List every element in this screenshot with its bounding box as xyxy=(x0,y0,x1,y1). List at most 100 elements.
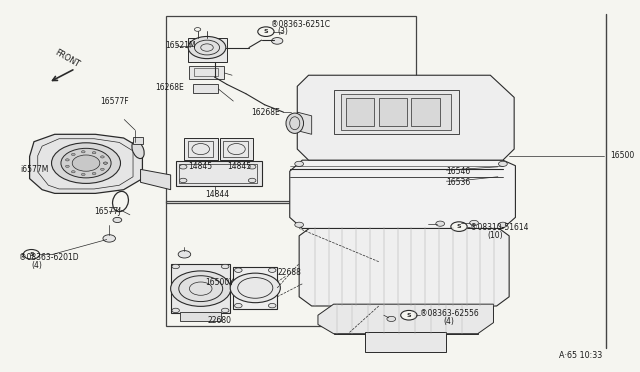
Polygon shape xyxy=(234,267,277,309)
Bar xyxy=(166,201,379,326)
Polygon shape xyxy=(193,84,218,93)
Text: 14844: 14844 xyxy=(205,190,230,199)
Circle shape xyxy=(100,156,104,158)
Circle shape xyxy=(436,221,445,226)
Circle shape xyxy=(171,271,231,307)
Polygon shape xyxy=(318,304,493,334)
Polygon shape xyxy=(333,304,478,334)
Circle shape xyxy=(92,151,96,154)
Circle shape xyxy=(92,172,96,174)
Circle shape xyxy=(221,264,229,269)
Circle shape xyxy=(72,155,100,171)
Circle shape xyxy=(188,36,226,59)
Circle shape xyxy=(65,165,69,167)
Circle shape xyxy=(295,161,303,166)
Polygon shape xyxy=(365,332,447,352)
Circle shape xyxy=(470,220,479,225)
Circle shape xyxy=(295,222,303,227)
Polygon shape xyxy=(175,161,262,186)
Bar xyxy=(379,98,407,126)
Circle shape xyxy=(81,173,85,176)
Text: S: S xyxy=(264,29,268,34)
Text: S: S xyxy=(29,252,34,257)
Circle shape xyxy=(104,162,108,164)
Text: ®08363-6201D: ®08363-6201D xyxy=(19,253,79,263)
Circle shape xyxy=(401,310,417,320)
Text: 16268E: 16268E xyxy=(251,108,280,118)
Circle shape xyxy=(179,178,187,183)
Bar xyxy=(188,141,213,157)
Polygon shape xyxy=(290,160,515,228)
Text: 16268E: 16268E xyxy=(156,83,184,92)
Text: FRONT: FRONT xyxy=(52,48,81,69)
Text: (10): (10) xyxy=(487,231,503,240)
Circle shape xyxy=(172,308,179,312)
Polygon shape xyxy=(184,138,218,160)
Text: 16500Y: 16500Y xyxy=(205,278,234,287)
Circle shape xyxy=(61,148,111,178)
Polygon shape xyxy=(299,227,509,306)
Text: S: S xyxy=(406,313,411,318)
Text: (4): (4) xyxy=(444,317,454,326)
Polygon shape xyxy=(141,169,171,190)
Circle shape xyxy=(179,164,187,169)
Bar xyxy=(346,98,374,126)
Text: ®08363-62556: ®08363-62556 xyxy=(420,309,479,318)
Circle shape xyxy=(72,153,75,155)
Text: 16546: 16546 xyxy=(447,167,470,176)
Circle shape xyxy=(235,304,242,308)
Polygon shape xyxy=(180,312,221,321)
Circle shape xyxy=(230,273,280,303)
Bar xyxy=(223,141,248,157)
Text: A·65 10:33: A·65 10:33 xyxy=(559,351,602,360)
Circle shape xyxy=(72,171,75,173)
Polygon shape xyxy=(189,66,224,79)
Text: i6577M: i6577M xyxy=(20,165,49,174)
Circle shape xyxy=(258,27,274,36)
Text: 16500: 16500 xyxy=(611,151,635,160)
Circle shape xyxy=(235,268,242,272)
Text: 22688: 22688 xyxy=(277,268,301,277)
Circle shape xyxy=(103,235,115,242)
Circle shape xyxy=(387,316,396,321)
Text: S: S xyxy=(457,224,461,229)
Circle shape xyxy=(221,308,229,312)
Circle shape xyxy=(65,159,69,161)
Text: (3): (3) xyxy=(277,27,288,36)
Bar xyxy=(195,68,218,76)
Circle shape xyxy=(52,143,120,183)
Polygon shape xyxy=(220,138,253,160)
Text: 22680: 22680 xyxy=(207,316,232,325)
Text: 16577F: 16577F xyxy=(100,97,129,106)
Bar xyxy=(133,137,143,144)
Ellipse shape xyxy=(286,113,303,134)
Polygon shape xyxy=(297,75,514,160)
Text: 16536: 16536 xyxy=(447,178,470,187)
Circle shape xyxy=(23,250,40,259)
Bar xyxy=(333,90,459,134)
Circle shape xyxy=(81,151,85,153)
Circle shape xyxy=(172,264,179,269)
Text: 14845: 14845 xyxy=(228,161,252,170)
Circle shape xyxy=(268,268,276,272)
Bar xyxy=(412,98,440,126)
Polygon shape xyxy=(297,112,312,134)
Polygon shape xyxy=(171,263,230,313)
Circle shape xyxy=(178,251,191,258)
Ellipse shape xyxy=(132,141,144,158)
Bar xyxy=(341,94,451,130)
Circle shape xyxy=(100,168,104,170)
Polygon shape xyxy=(188,38,227,62)
Text: ®08310-51614: ®08310-51614 xyxy=(470,223,529,232)
Circle shape xyxy=(268,304,276,308)
Bar xyxy=(179,164,257,183)
Bar xyxy=(166,16,417,203)
Circle shape xyxy=(248,164,256,169)
Circle shape xyxy=(248,178,256,183)
Polygon shape xyxy=(29,134,143,193)
Circle shape xyxy=(104,162,108,164)
Circle shape xyxy=(499,222,508,227)
Text: ®08363-6251C: ®08363-6251C xyxy=(271,20,330,29)
Text: 14845: 14845 xyxy=(188,161,212,170)
Text: (4): (4) xyxy=(31,261,42,270)
